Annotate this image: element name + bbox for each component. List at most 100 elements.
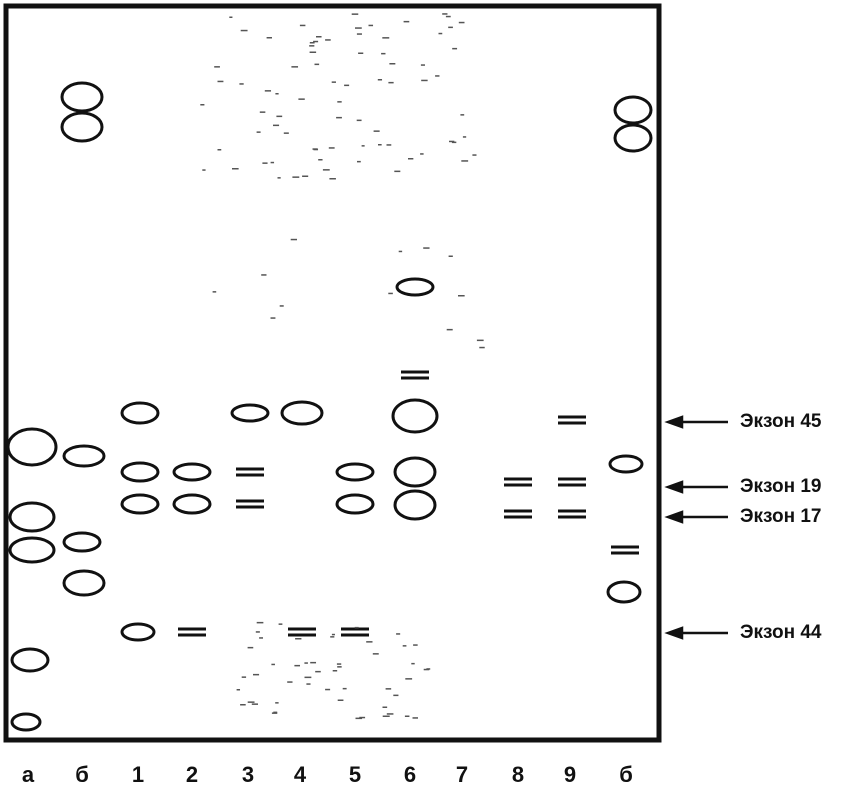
speck: [368, 24, 374, 27]
speck: [382, 37, 390, 39]
band: [391, 398, 439, 434]
lane-label: 5: [349, 762, 361, 787]
speck: [356, 119, 362, 122]
speck: [271, 712, 278, 714]
speck: [262, 162, 268, 164]
speck: [423, 247, 430, 249]
speck: [314, 63, 320, 66]
band: [8, 536, 56, 564]
speck: [373, 130, 380, 132]
speck: [283, 132, 289, 134]
exon-label: Экзон 17: [740, 506, 822, 527]
speck: [255, 631, 260, 633]
speck: [256, 131, 261, 133]
band: [62, 444, 106, 468]
speck: [403, 20, 410, 23]
speck: [264, 90, 272, 92]
speck: [344, 84, 350, 87]
speck: [357, 160, 361, 163]
speck: [472, 154, 477, 156]
speck: [452, 47, 458, 50]
arrow-head: [664, 510, 684, 524]
band: [606, 580, 642, 604]
speck: [351, 13, 359, 15]
speck: [396, 633, 401, 635]
speck: [328, 147, 335, 149]
speck: [236, 689, 241, 691]
band: [395, 277, 435, 297]
speck: [259, 637, 264, 639]
speck: [381, 52, 386, 55]
speck: [309, 51, 317, 53]
speck: [413, 644, 418, 646]
band: [10, 647, 50, 673]
speck: [330, 636, 335, 638]
band: [335, 493, 375, 515]
speck: [217, 149, 222, 151]
band: [62, 531, 102, 553]
speck: [394, 170, 401, 173]
speck: [420, 64, 425, 66]
speck: [336, 116, 342, 119]
arrows: [664, 415, 728, 640]
speck: [358, 52, 364, 54]
speck: [461, 160, 469, 162]
lane-label: 8: [512, 762, 524, 787]
lane-label: 3: [242, 762, 254, 787]
exon-label: Экзон 45: [740, 411, 822, 432]
speck: [378, 144, 382, 146]
speck: [386, 144, 392, 146]
speck: [322, 169, 330, 171]
speck: [332, 670, 338, 672]
speck: [445, 15, 451, 18]
speck: [329, 178, 336, 180]
speck: [355, 717, 363, 720]
speck: [276, 115, 283, 118]
band: [613, 95, 653, 125]
band: [608, 454, 644, 474]
speck: [449, 140, 455, 143]
speck: [232, 168, 239, 170]
speck: [298, 98, 305, 100]
speck: [366, 641, 373, 643]
speck: [325, 39, 331, 41]
band: [62, 569, 106, 597]
band: [60, 111, 104, 143]
speck: [291, 66, 299, 68]
speck: [382, 706, 388, 708]
speck: [212, 291, 217, 293]
lane-label: 2: [186, 762, 198, 787]
band: [393, 456, 437, 488]
speck: [398, 250, 403, 253]
speck: [476, 339, 484, 342]
speck: [411, 662, 415, 665]
speck: [259, 111, 266, 113]
speck: [388, 81, 394, 84]
speck: [275, 93, 279, 95]
band: [6, 427, 58, 467]
speck: [446, 328, 453, 331]
speck: [295, 638, 302, 640]
speck: [355, 27, 362, 29]
speck: [448, 255, 453, 257]
speck: [279, 305, 284, 307]
band: [172, 493, 212, 515]
speck: [299, 24, 306, 27]
lane-label: б: [75, 762, 89, 787]
speck: [460, 114, 465, 116]
speck: [309, 45, 315, 47]
band: [120, 461, 160, 483]
speck: [462, 136, 467, 138]
speck: [294, 664, 301, 667]
speck: [240, 704, 246, 706]
speck: [273, 124, 280, 127]
speck: [479, 346, 485, 349]
speck: [442, 13, 448, 15]
speck: [435, 75, 440, 77]
speck: [405, 678, 413, 680]
speck: [342, 687, 347, 690]
speck: [386, 713, 394, 715]
speck: [448, 26, 453, 29]
